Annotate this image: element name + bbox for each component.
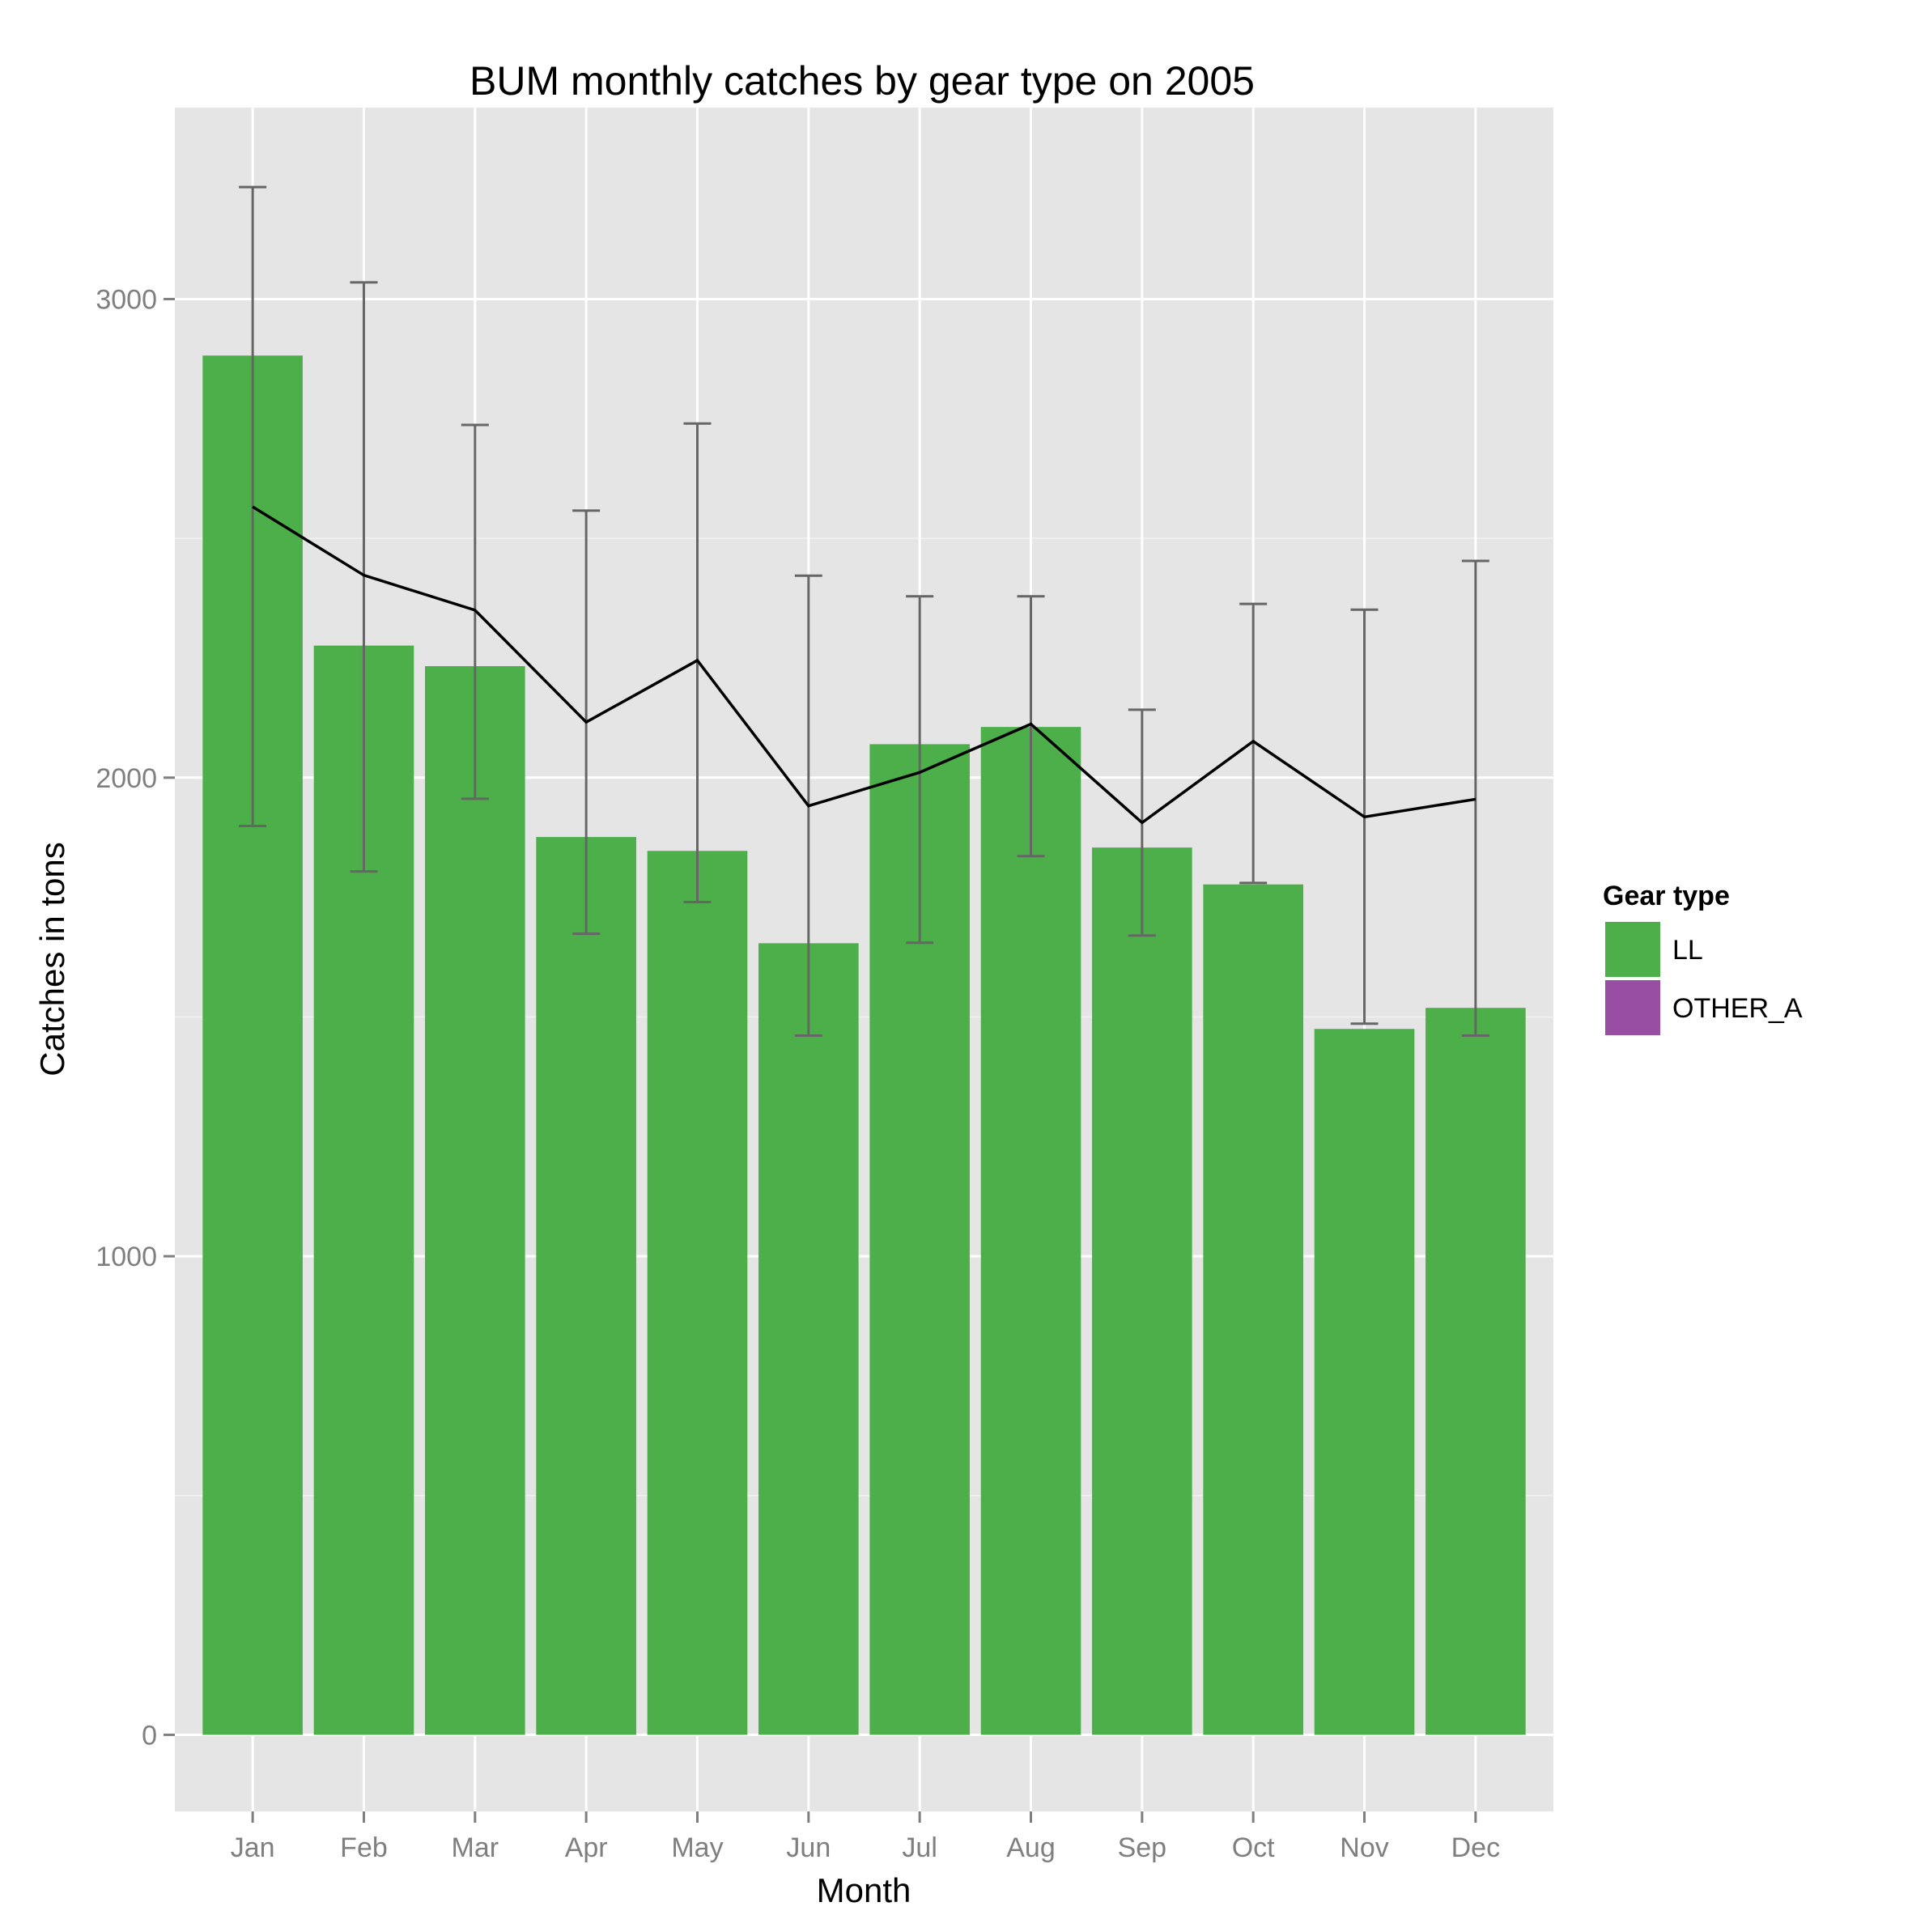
x-tick-label: Jun: [786, 1832, 831, 1863]
x-tick-label: Sep: [1118, 1832, 1167, 1863]
mean-line: [252, 505, 1476, 825]
x-tick-label: Apr: [565, 1832, 608, 1863]
y-axis-title: Catches in tons: [33, 842, 71, 1076]
legend-title: Gear type: [1603, 881, 1730, 911]
legend-key-other_a: [1604, 979, 1662, 1037]
bar-ll-apr: [536, 837, 636, 1735]
x-tick-label: Oct: [1232, 1832, 1275, 1863]
x-axis: Jan Feb Mar Apr May Jun Jul Aug Sep Oct Nov Dec: [231, 1811, 1500, 1863]
bar-ll-oct: [1203, 884, 1303, 1735]
bars: [202, 355, 1526, 1735]
legend-key-ll: [1604, 920, 1662, 979]
x-axis-title: Month: [817, 1871, 911, 1909]
bar-ll-nov: [1314, 1029, 1415, 1735]
legend-label: LL: [1672, 935, 1703, 966]
x-tick-label: Jan: [231, 1832, 275, 1863]
error-bars: [239, 185, 1489, 1038]
legend: Gear type LL OTHER_A: [1603, 881, 1803, 1037]
x-tick-label: Dec: [1451, 1832, 1500, 1863]
y-tick-label: 1000: [96, 1242, 157, 1272]
y-tick-label: 0: [142, 1720, 157, 1751]
bar-ll-may: [647, 851, 748, 1735]
y-tick-label: 3000: [96, 285, 157, 316]
y-tick-label: 2000: [96, 763, 157, 794]
bar-ll-mar: [425, 666, 525, 1735]
bar-ll-aug: [980, 727, 1081, 1735]
x-tick-label: Aug: [1006, 1832, 1056, 1863]
bar-ll-sep: [1092, 847, 1192, 1735]
chart-title: BUM monthly catches by gear type on 2005: [470, 58, 1255, 104]
bar-ll-dec: [1426, 1008, 1526, 1735]
x-tick-label: Feb: [340, 1832, 388, 1863]
legend-label: OTHER_A: [1672, 993, 1803, 1024]
x-tick-label: Nov: [1340, 1832, 1388, 1863]
x-tick-label: Jul: [902, 1832, 937, 1863]
y-axis: 0 1000 2000 3000: [96, 285, 175, 1751]
x-tick-label: Mar: [452, 1832, 499, 1863]
bar-ll-jun: [758, 943, 859, 1735]
x-tick-label: May: [671, 1832, 723, 1863]
